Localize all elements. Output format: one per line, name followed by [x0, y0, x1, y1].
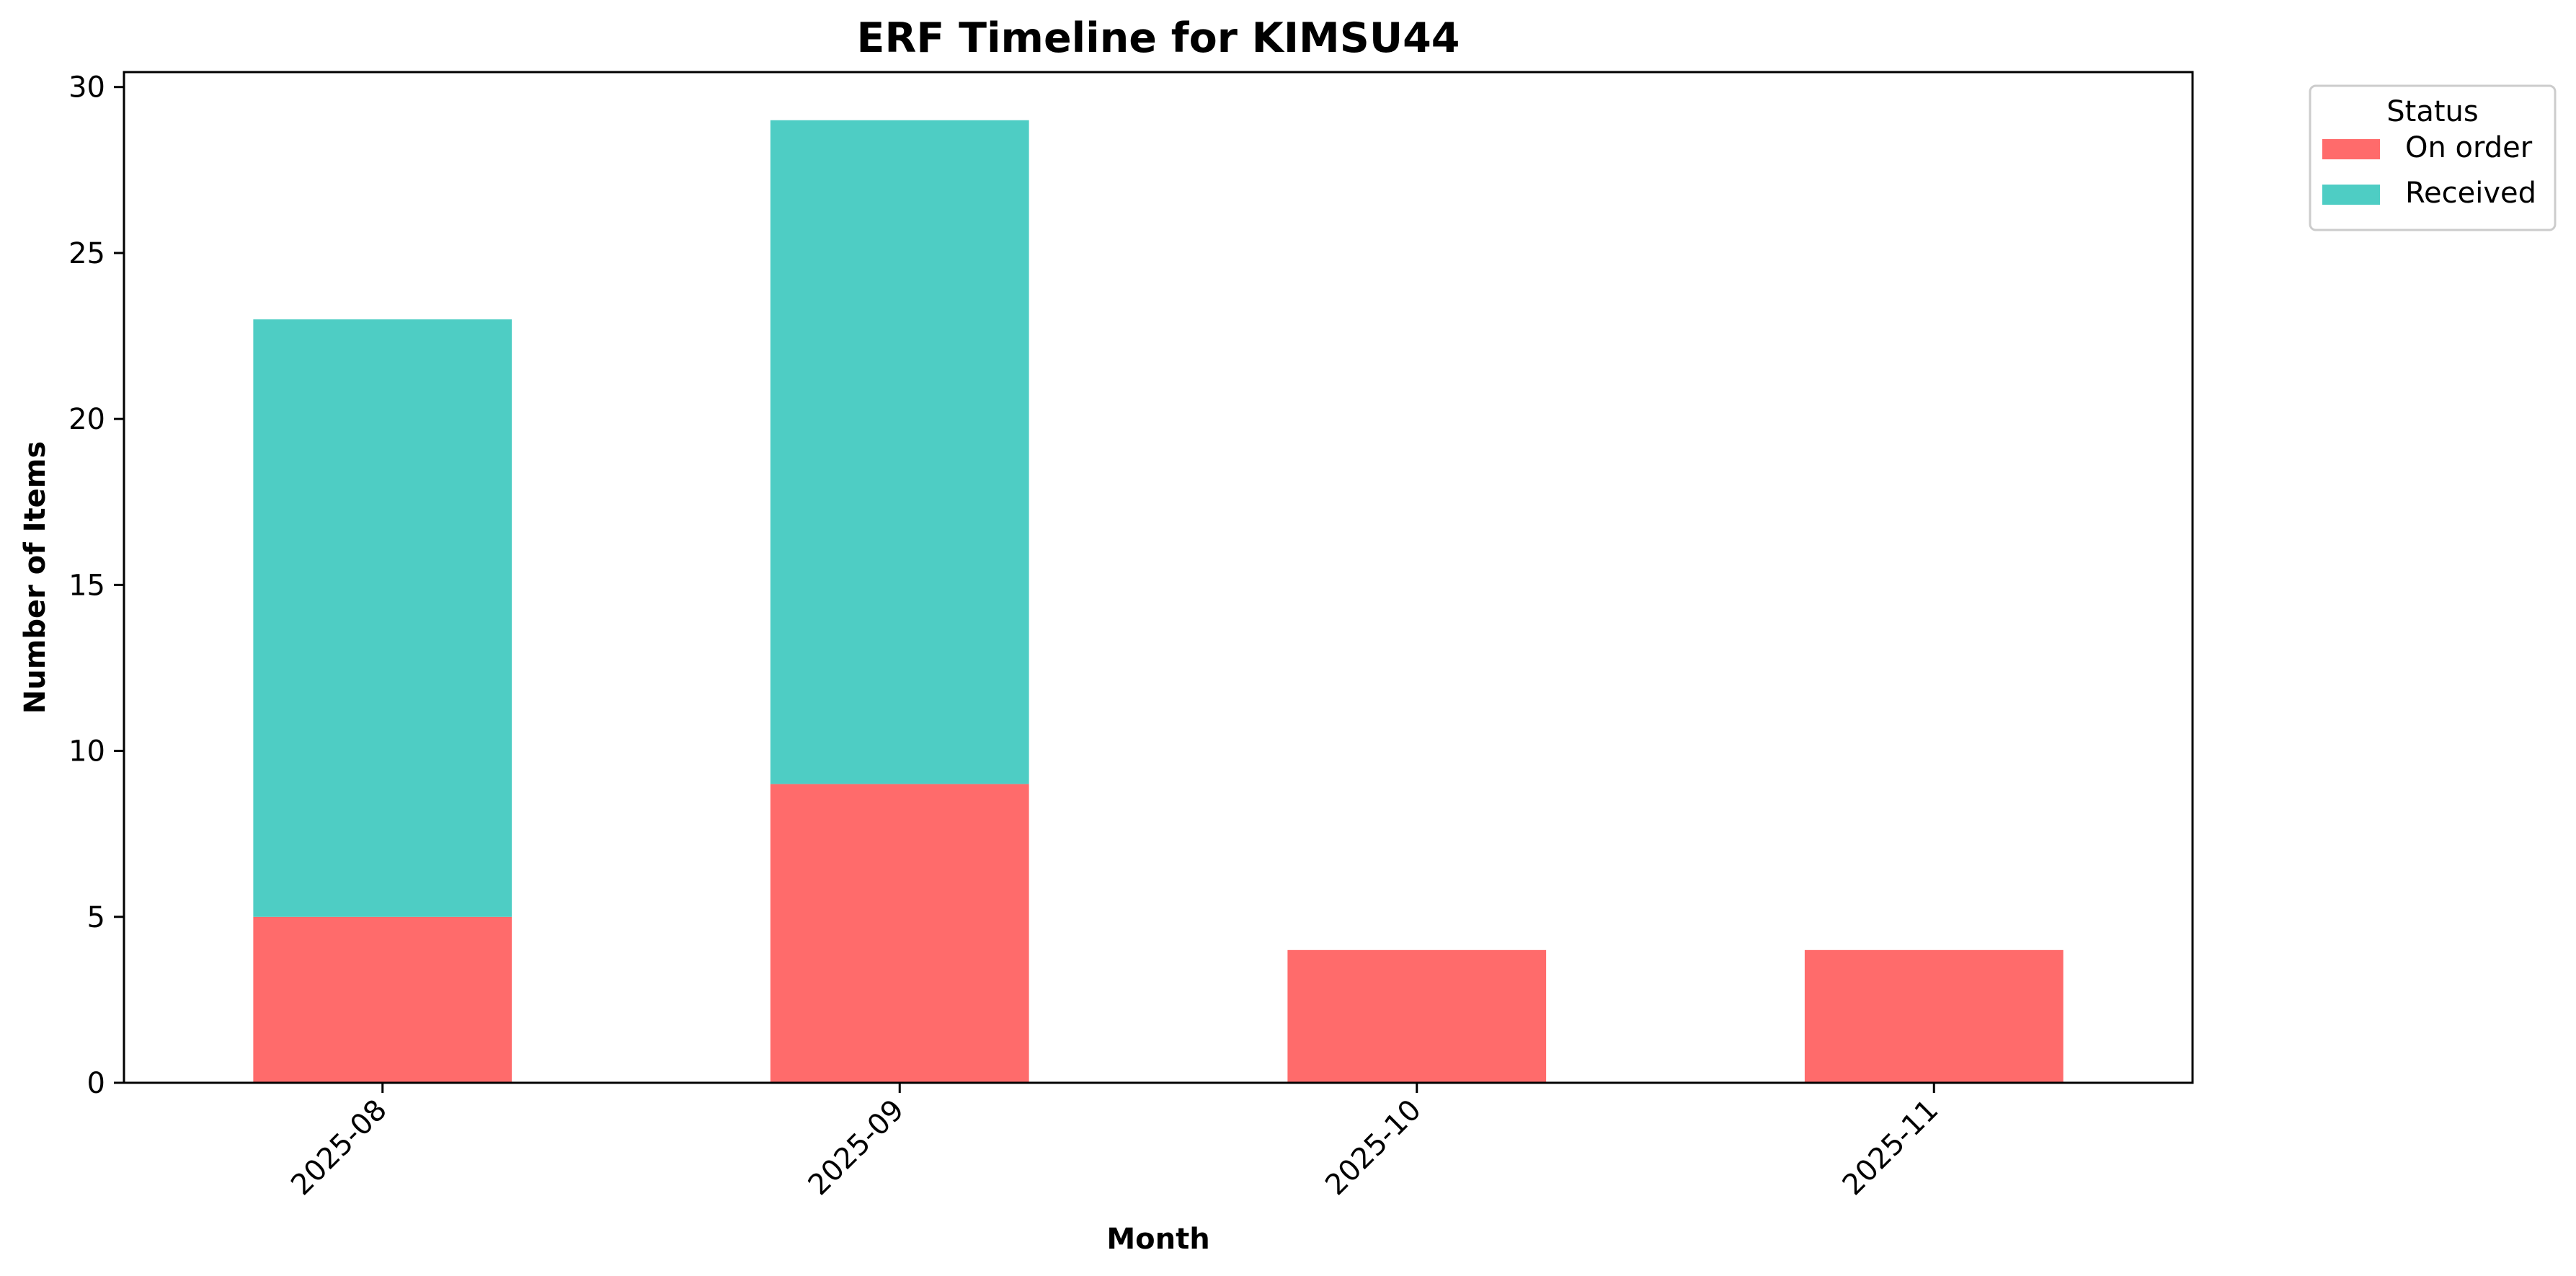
y-axis-label: Number of Items — [19, 441, 52, 714]
y-axis: 0 5 10 15 20 25 30 — [68, 71, 124, 1100]
bar-on-order-2025-11 — [1804, 949, 2064, 1083]
bar-received-2025-09 — [770, 120, 1029, 784]
y-tick-label: 20 — [68, 403, 105, 436]
x-axis-label: Month — [1106, 1223, 1209, 1256]
legend: Status On order Received — [2309, 84, 2557, 231]
legend-swatch-received — [2322, 185, 2380, 205]
chart-title: ERF Timeline for KIMSU44 — [857, 14, 1460, 62]
bars-layer — [253, 120, 2064, 1083]
bar-received-2025-08 — [253, 319, 512, 917]
legend-items: On order Received — [2322, 131, 2536, 210]
plot-area-frame — [123, 71, 2194, 1084]
y-tick-label: 5 — [87, 901, 105, 934]
y-tick-label: 10 — [68, 735, 105, 768]
legend-swatch-on-order — [2322, 139, 2380, 159]
bar-on-order-2025-08 — [253, 916, 512, 1083]
bar-on-order-2025-09 — [770, 784, 1029, 1083]
legend-title: Status — [2386, 95, 2478, 128]
y-tick-label: 25 — [68, 237, 105, 270]
legend-label-received: Received — [2405, 177, 2536, 210]
legend-label-on-order: On order — [2405, 131, 2533, 164]
y-tick-label: 0 — [87, 1067, 105, 1100]
y-tick-label: 30 — [68, 71, 105, 105]
bar-on-order-2025-10 — [1287, 949, 1547, 1083]
y-tick-label: 15 — [68, 569, 105, 602]
